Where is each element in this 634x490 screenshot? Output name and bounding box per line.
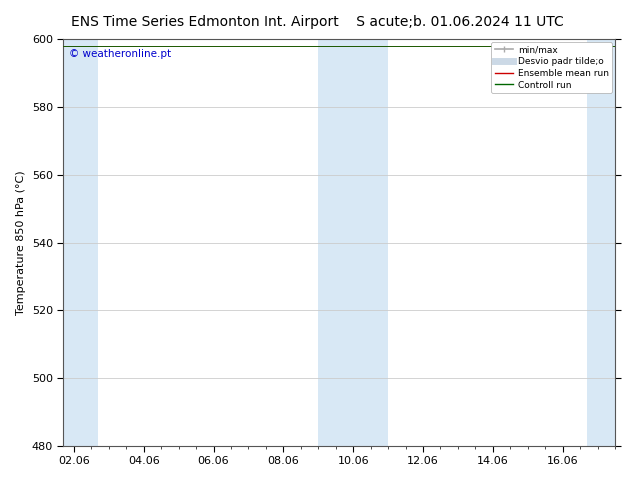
Text: © weatheronline.pt: © weatheronline.pt: [69, 49, 171, 59]
Bar: [318, 39, 388, 446]
Y-axis label: Temperature 850 hPa (°C): Temperature 850 hPa (°C): [16, 170, 26, 315]
Bar: [63, 39, 98, 446]
Text: ENS Time Series Edmonton Int. Airport    S acute;b. 01.06.2024 11 UTC: ENS Time Series Edmonton Int. Airport S …: [70, 15, 564, 29]
Legend: min/max, Desvio padr tilde;o, Ensemble mean run, Controll run: min/max, Desvio padr tilde;o, Ensemble m…: [491, 42, 612, 93]
Bar: [587, 39, 615, 446]
